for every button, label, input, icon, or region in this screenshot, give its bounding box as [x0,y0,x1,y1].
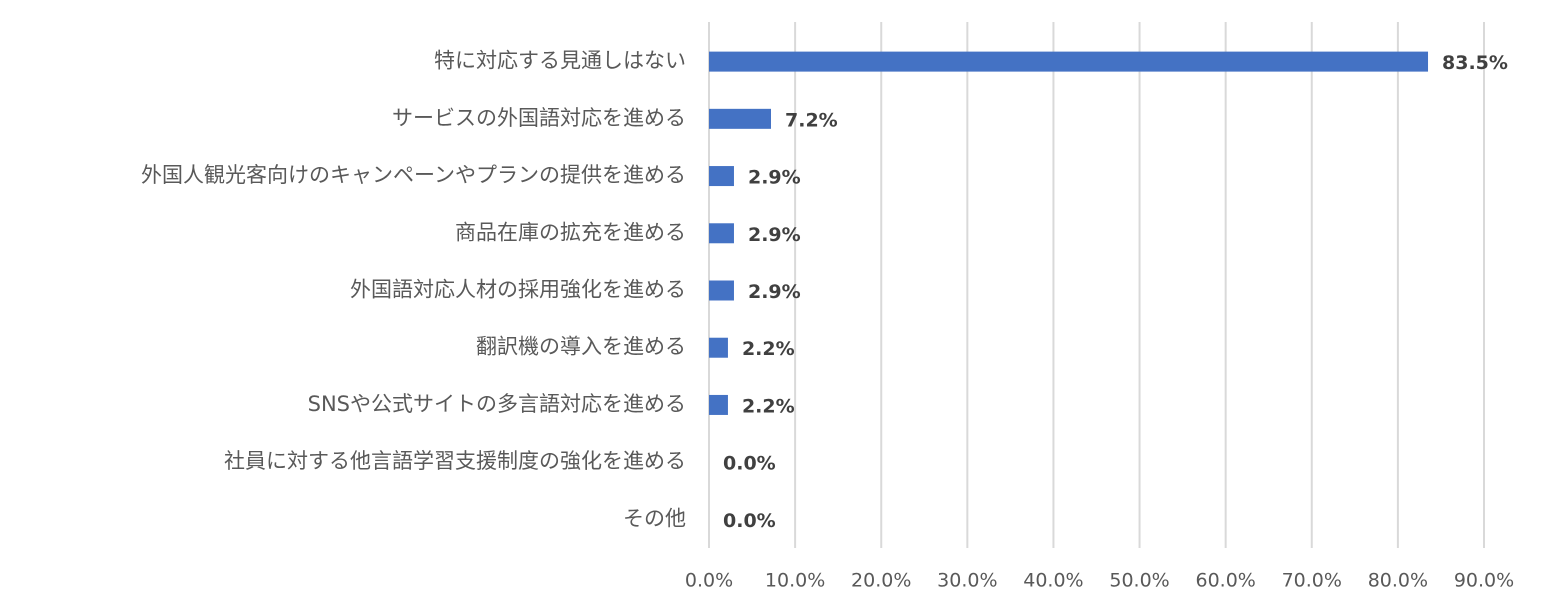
category-label: その他 [623,506,686,530]
bar [709,166,734,187]
value-label: 2.2% [742,395,795,417]
category-label: 特に対応する見通しはない [434,49,686,73]
x-tick-label: 30.0% [937,570,997,592]
x-tick-label: 10.0% [765,570,825,592]
bar [709,337,728,358]
value-label: 0.0% [723,453,776,475]
category-label: SNSや公式サイトの多言語対応を進める [308,392,686,416]
x-tick-label: 20.0% [851,570,911,592]
x-tick-label: 70.0% [1282,570,1342,592]
value-label: 2.9% [748,224,801,246]
category-label: 翻訳機の導入を進める [476,335,686,359]
value-label: 2.9% [748,167,801,189]
value-label: 83.5% [1442,52,1508,74]
value-label: 7.2% [785,109,838,131]
x-tick-label: 80.0% [1368,570,1428,592]
x-tick-label: 40.0% [1023,570,1083,592]
x-tick-label: 60.0% [1195,570,1255,592]
category-label: サービスの外国語対応を進める [392,106,686,130]
bar [709,108,771,129]
bar [709,280,734,301]
category-label: 社員に対する他言語学習支援制度の強化を進める [224,449,686,473]
value-label: 2.2% [742,338,795,360]
value-label: 2.9% [748,281,801,303]
x-tick-label: 50.0% [1109,570,1169,592]
category-label: 外国語対応人材の採用強化を進める [350,278,686,302]
category-label: 商品在庫の拡充を進める [455,220,686,244]
category-label: 外国人観光客向けのキャンペーンやプランの提供を進める [141,163,686,187]
bar [709,394,728,415]
value-label: 0.0% [723,510,776,532]
bar [709,51,1429,72]
x-tick-label: 0.0% [685,570,733,592]
bar [709,223,734,244]
x-tick-label: 90.0% [1454,570,1514,592]
